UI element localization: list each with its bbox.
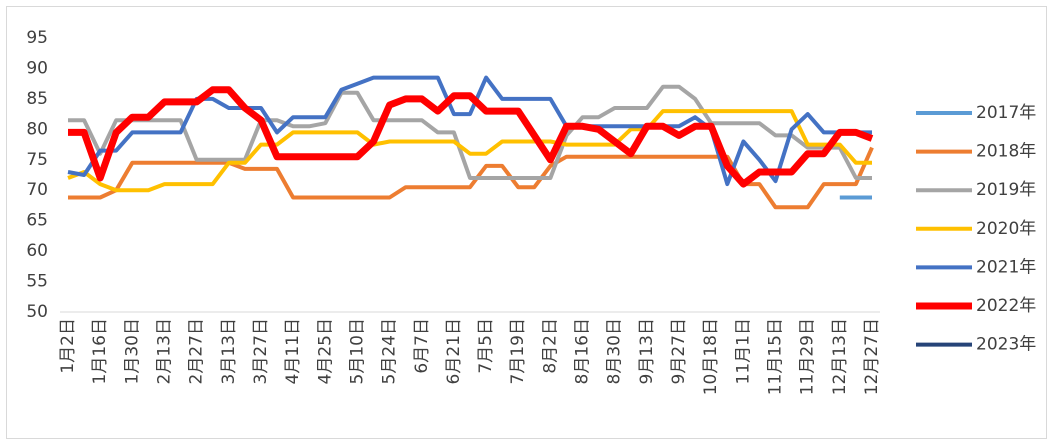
x-tick-label: 4月25日 <box>315 318 335 384</box>
series-line <box>68 86 874 188</box>
x-tick-label: 8月16日 <box>573 318 593 384</box>
x-tick-label: 7月5日 <box>476 318 496 374</box>
x-tick-label: 8月2日 <box>540 318 560 374</box>
legend-label: 2021年 <box>976 257 1036 277</box>
x-tick-label: 7月19日 <box>508 318 528 384</box>
y-tick-label: 75 <box>26 150 48 170</box>
x-tick-label: 3月13日 <box>219 318 239 384</box>
x-tick-label: 2月27日 <box>187 318 207 384</box>
legend-label: 2017年 <box>976 103 1036 123</box>
x-tick-label: 6月21日 <box>444 318 464 384</box>
y-tick-label: 65 <box>26 211 48 231</box>
x-tick-label: 1月2日 <box>58 318 78 374</box>
x-tick-label: 12月27日 <box>862 318 882 395</box>
legend-label: 2018年 <box>976 142 1036 162</box>
series-line <box>68 84 872 180</box>
x-tick-label: 2月13日 <box>154 318 174 384</box>
x-tick-label: 5月10日 <box>347 318 367 384</box>
y-tick-label: 90 <box>26 58 48 78</box>
y-tick-label: 50 <box>26 302 48 322</box>
legend-label: 2020年 <box>976 219 1036 239</box>
y-tick-label: 85 <box>26 89 48 109</box>
x-tick-label: 9月13日 <box>637 318 657 384</box>
y-tick-label: 95 <box>26 28 48 48</box>
x-tick-label: 1月30日 <box>122 318 142 384</box>
y-tick-label: 55 <box>26 272 48 292</box>
x-tick-label: 12月13日 <box>830 318 850 395</box>
x-tick-label: 5月24日 <box>380 318 400 384</box>
x-tick-label: 1月16日 <box>90 318 110 384</box>
legend-label: 2023年 <box>976 335 1036 355</box>
x-tick-label: 8月30日 <box>605 318 625 384</box>
y-tick-label: 60 <box>26 241 48 261</box>
x-tick-label: 4月11日 <box>283 318 303 384</box>
legend-label: 2019年 <box>976 180 1036 200</box>
x-tick-label: 9月27日 <box>669 318 689 384</box>
y-tick-label: 80 <box>26 119 48 139</box>
x-tick-label: 10月18日 <box>701 318 721 395</box>
x-tick-label: 11月29日 <box>798 318 818 395</box>
x-tick-label: 11月15日 <box>766 318 786 395</box>
series-line <box>67 109 872 193</box>
x-tick-label: 6月7日 <box>412 318 432 374</box>
legend-label: 2022年 <box>976 296 1036 316</box>
x-tick-label: 11月1日 <box>733 318 753 384</box>
x-tick-label: 3月27日 <box>251 318 271 384</box>
chart-border <box>6 6 1047 439</box>
y-tick-label: 70 <box>26 180 48 200</box>
